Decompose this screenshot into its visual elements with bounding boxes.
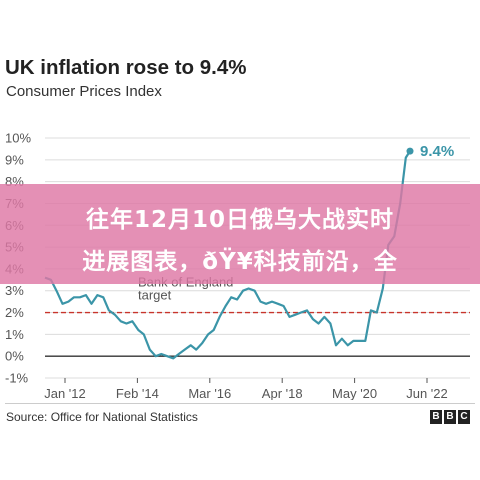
- x-tick-label: Apr '18: [262, 386, 303, 400]
- chart-title: UK inflation rose to 9.4%: [5, 56, 247, 79]
- source-note: Source: Office for National Statistics: [6, 410, 198, 424]
- x-tick-label: Jun '22: [406, 386, 448, 400]
- series-line: [44, 150, 411, 360]
- series-end-point: [406, 147, 414, 155]
- chart-subtitle: Consumer Prices Index: [6, 83, 162, 100]
- y-tick-label: 0%: [5, 349, 24, 364]
- x-tick-label: May '20: [332, 386, 377, 400]
- logo-letter-c: C: [458, 410, 470, 424]
- x-tick-label: Jan '12: [44, 386, 86, 400]
- promo-banner: [0, 184, 480, 284]
- y-tick-label: 1%: [5, 327, 24, 342]
- series-group: 9.4%: [44, 143, 454, 360]
- y-tick-label: 10%: [5, 131, 31, 146]
- logo-letter-b2: B: [444, 410, 456, 424]
- footer-divider: [5, 403, 475, 404]
- x-axis-ticks: Jan '12 Feb '14 Mar '16 Apr '18 May '20 Jun '…: [44, 378, 448, 400]
- y-tick-label: -1%: [5, 371, 29, 386]
- y-tick-label: 3%: [5, 283, 24, 298]
- x-tick-label: Feb '14: [116, 386, 159, 400]
- x-tick-label: Mar '16: [188, 386, 231, 400]
- end-value-label: 9.4%: [420, 143, 454, 160]
- target-label-line-2: target: [138, 287, 172, 302]
- banner-line-2: 进展图表，ðŸ¥科技前沿，全: [82, 249, 398, 275]
- banner-line-1: 往年12月10日俄乌大战实时: [85, 207, 394, 233]
- y-tick-label: 9%: [5, 152, 24, 167]
- logo-letter-b1: B: [430, 410, 442, 424]
- bbc-logo: B B C: [430, 410, 470, 424]
- y-tick-label: 2%: [5, 305, 24, 320]
